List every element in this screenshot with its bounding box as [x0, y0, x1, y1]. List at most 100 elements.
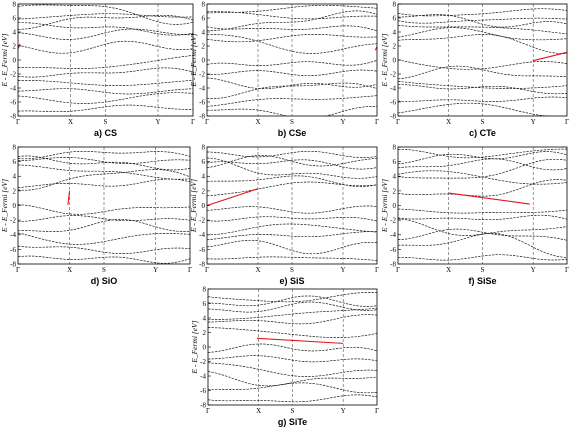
- y-tick-label: -2: [199, 217, 205, 225]
- y-tick-label: 6: [202, 158, 206, 166]
- y-tick-label: -2: [10, 70, 16, 78]
- y-tick-label: -4: [199, 84, 205, 92]
- y-tick-label: 8: [203, 285, 207, 293]
- band-curve: [18, 67, 193, 78]
- y-tick-label: 0: [202, 202, 206, 210]
- y-tick-label: -6: [199, 98, 205, 106]
- band-panel: -8 -6 -4 -2 0 2 4 6 8 E - E_Fermi [eV] Γ X S Y Γd) SiO: [0, 143, 192, 286]
- y-axis-label: E - E_Fermi [eV]: [190, 320, 199, 374]
- panel-caption: c) CTe: [469, 128, 496, 138]
- bands: [398, 8, 567, 116]
- bands: [207, 4, 377, 116]
- kpoint-label: Γ: [375, 118, 379, 126]
- band-curve: [18, 88, 193, 95]
- kpoint-label: Γ: [396, 266, 400, 274]
- bands: [207, 150, 377, 261]
- y-tick-label: 8: [202, 0, 206, 8]
- band-curve: [18, 40, 193, 54]
- band-curve: [398, 24, 567, 35]
- band-curve: [18, 22, 193, 36]
- band-curve: [207, 33, 377, 54]
- kpoint-label: Y: [531, 118, 536, 126]
- y-tick-label: 0: [203, 343, 207, 351]
- kpoint-label: X: [68, 118, 73, 126]
- band-curve: [398, 17, 567, 24]
- band-curve: [208, 292, 377, 303]
- band-curve: [18, 219, 190, 232]
- band-curve: [207, 159, 377, 170]
- kpoint-label: Γ: [206, 407, 210, 415]
- band-curve: [207, 106, 377, 116]
- band-curve: [207, 69, 377, 77]
- kpoint-label: Γ: [565, 266, 569, 274]
- y-tick-label: 2: [393, 42, 397, 50]
- band-curve: [207, 25, 377, 32]
- band-curve: [398, 27, 567, 41]
- band-curve: [18, 80, 193, 86]
- kpoint-label: Γ: [565, 118, 569, 126]
- band-curve: [207, 95, 377, 107]
- band-curve: [398, 208, 567, 214]
- band-curve: [18, 204, 190, 215]
- kpoint-label: S: [102, 266, 106, 274]
- band-curve: [398, 151, 567, 165]
- y-tick-label: 8: [202, 143, 206, 151]
- band-curve: [18, 245, 190, 254]
- y-tick-label: -4: [200, 372, 206, 380]
- y-tick-label: -4: [390, 231, 396, 239]
- band-curve: [398, 254, 567, 261]
- kpoint-label: Y: [531, 266, 536, 274]
- y-tick-label: -8: [199, 112, 205, 120]
- panel-caption: a) CS: [94, 128, 117, 138]
- band-curve: [208, 307, 377, 321]
- y-tick-label: 2: [202, 187, 206, 195]
- kpoint-label: S: [481, 118, 485, 126]
- y-tick-label: -4: [199, 231, 205, 239]
- y-tick-label: -2: [199, 70, 205, 78]
- band-curve: [208, 355, 377, 363]
- y-tick-label: -2: [200, 358, 206, 366]
- panel-caption: g) SiTe: [278, 417, 307, 427]
- kpoint-label: X: [256, 407, 261, 415]
- band-curve: [398, 158, 567, 179]
- kpoint-label: X: [446, 266, 451, 274]
- band-gap-line: [533, 51, 568, 62]
- y-tick-label: 6: [202, 14, 206, 22]
- band-curve: [208, 382, 377, 394]
- band-curve: [207, 60, 377, 66]
- band-curve: [18, 232, 190, 245]
- band-curve: [207, 181, 377, 197]
- y-tick-label: 8: [13, 0, 17, 8]
- kpoint-label: S: [290, 118, 294, 126]
- kpoint-label: X: [446, 118, 451, 126]
- band-curve: [207, 77, 377, 90]
- y-tick-label: -6: [10, 98, 16, 106]
- y-tick-label: 6: [393, 14, 397, 22]
- band-curve: [398, 59, 567, 70]
- y-tick-label: -6: [390, 246, 396, 254]
- kpoint-label: Γ: [396, 118, 400, 126]
- kpoint-label: Y: [155, 118, 160, 126]
- bands: [18, 150, 190, 264]
- bands: [398, 148, 567, 261]
- kpoint-label: S: [291, 407, 295, 415]
- band-curve: [398, 158, 567, 171]
- y-tick-label: 6: [13, 158, 17, 166]
- band-curve: [398, 96, 567, 102]
- band-curve: [207, 175, 377, 187]
- band-curve: [208, 362, 377, 377]
- band-curve: [207, 157, 377, 179]
- kpoint-label: Y: [341, 407, 346, 415]
- y-tick-label: 2: [202, 42, 206, 50]
- y-tick-label: 0: [202, 56, 206, 64]
- band-curve: [398, 179, 567, 197]
- band-curve: [398, 228, 567, 241]
- band-curve: [207, 223, 377, 236]
- band-curve: [18, 164, 190, 180]
- y-axis-label: E - E_Fermi [eV]: [0, 179, 9, 233]
- y-tick-label: 6: [393, 158, 397, 166]
- y-tick-label: 4: [202, 173, 206, 181]
- y-tick-label: -8: [200, 401, 206, 409]
- y-axis-label: E - E_Fermi [eV]: [380, 179, 389, 233]
- y-axis-label: E - E_Fermi [eV]: [189, 33, 198, 87]
